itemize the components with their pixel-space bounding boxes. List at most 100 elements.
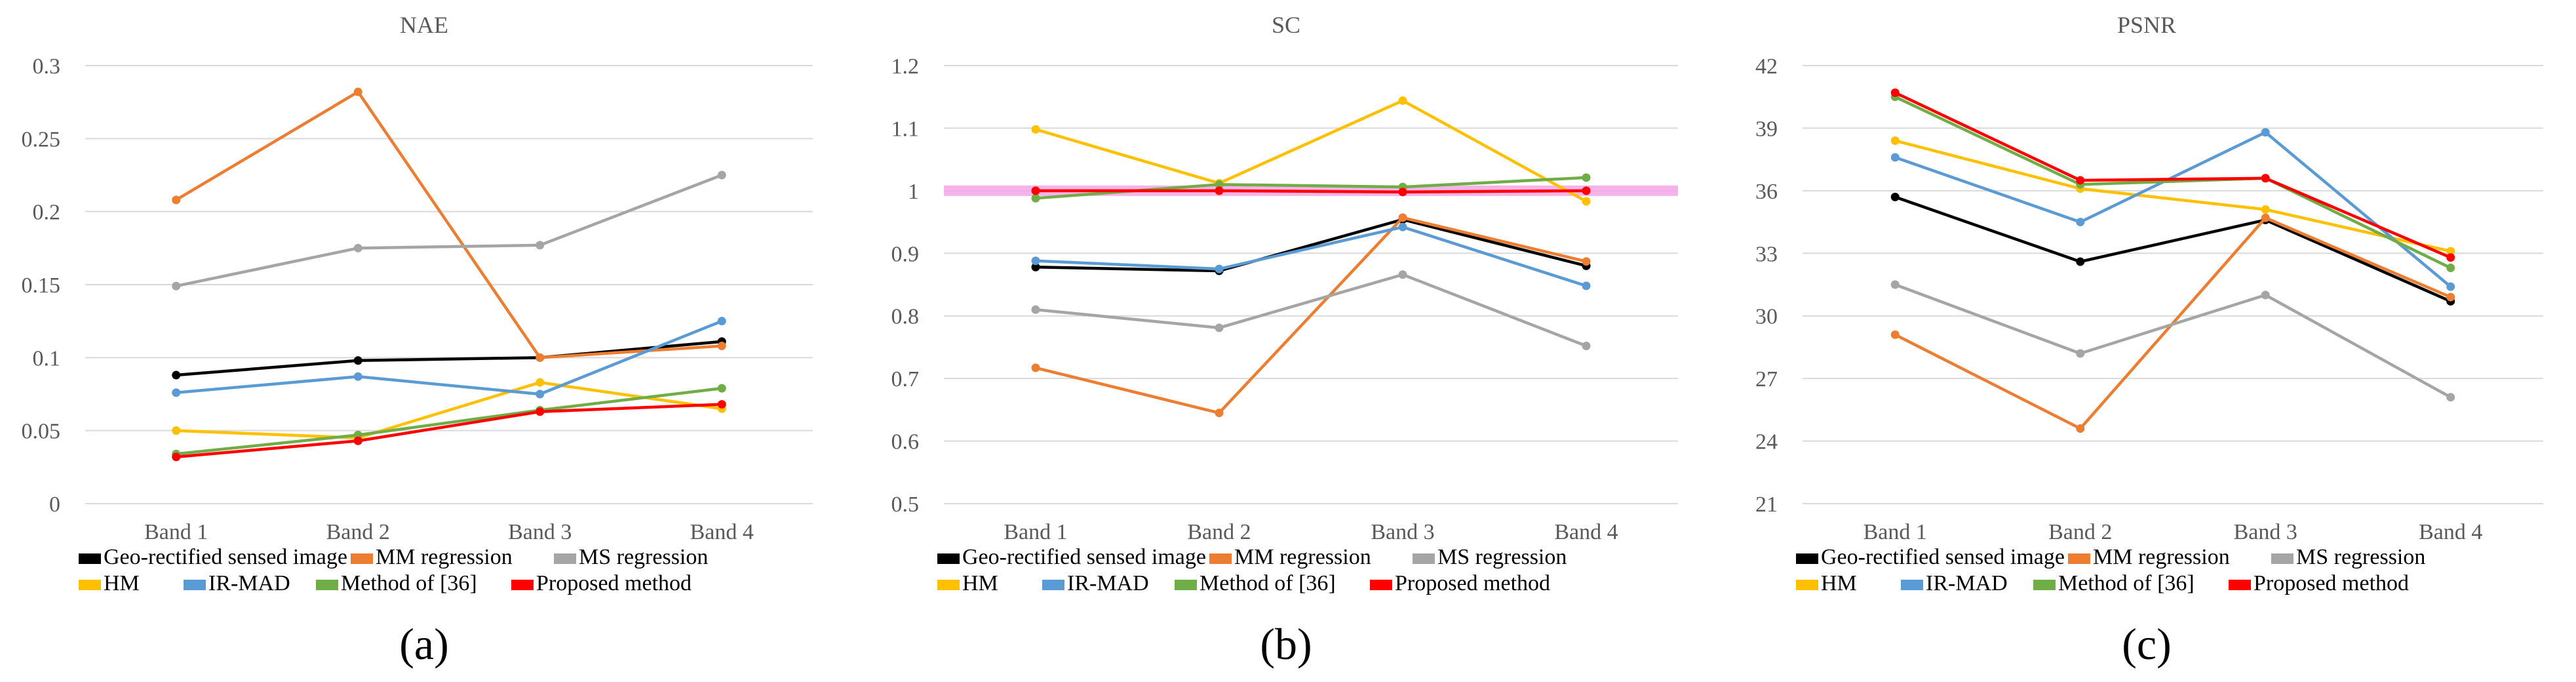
series-line-mm-regression xyxy=(175,90,722,359)
series-line-ms-regression xyxy=(1035,273,1587,348)
chart-title: SC xyxy=(1272,12,1300,38)
series-line-ms-regression xyxy=(176,173,723,288)
data-point xyxy=(1398,270,1407,279)
y-tick-label: 0.3 xyxy=(33,54,61,79)
legend-label: HM xyxy=(962,571,998,595)
y-tick-label: 0.6 xyxy=(891,430,920,454)
legend-swatch xyxy=(2229,580,2251,590)
data-point xyxy=(1582,197,1591,206)
y-tick-label: 0.2 xyxy=(33,201,61,225)
series-line-hm xyxy=(1894,139,2451,253)
series-line-method-of-36- xyxy=(1894,95,2451,270)
legend-swatch xyxy=(79,580,101,590)
data-point xyxy=(1215,409,1224,418)
legend-swatch xyxy=(79,553,101,564)
series-line-method-of-36- xyxy=(176,386,722,456)
data-point xyxy=(353,430,362,439)
series-line-mm-regression xyxy=(1035,216,1587,414)
data-point xyxy=(2446,393,2455,402)
legend-label: Proposed method xyxy=(536,571,692,595)
legend-label: MS regression xyxy=(579,545,708,569)
data-point xyxy=(2076,349,2085,358)
legend-label: Proposed method xyxy=(1395,571,1550,595)
y-tick-label: 1 xyxy=(908,180,919,204)
legend-swatch xyxy=(554,553,576,564)
x-tick-label: Band 4 xyxy=(690,520,754,544)
data-point xyxy=(353,356,362,365)
series-line-hm xyxy=(1035,99,1588,203)
data-point xyxy=(1890,280,1900,289)
legend-swatch xyxy=(316,580,338,590)
data-point xyxy=(1215,180,1224,189)
series-line-proposed-method xyxy=(1894,91,2451,259)
y-tick-label: 0.05 xyxy=(22,420,61,444)
data-point xyxy=(1031,125,1040,134)
data-point xyxy=(1890,88,1900,97)
y-tick-label: 0.7 xyxy=(891,367,920,391)
data-point xyxy=(717,342,726,351)
legend-label: Method of [36] xyxy=(2058,571,2195,595)
data-point xyxy=(2261,205,2270,214)
data-point xyxy=(1398,188,1407,197)
data-point xyxy=(1890,192,1900,201)
x-tick-label: Band 3 xyxy=(508,520,572,544)
data-point xyxy=(1031,256,1040,266)
y-tick-label: 0.5 xyxy=(891,492,920,517)
data-point xyxy=(353,87,362,96)
data-point xyxy=(353,436,362,445)
x-tick-label: Band 1 xyxy=(1004,520,1067,544)
data-point xyxy=(536,378,545,387)
data-point xyxy=(2261,291,2270,300)
x-tick-label: Band 3 xyxy=(1371,520,1434,544)
legend-swatch xyxy=(2033,580,2056,590)
series-line-geo-rectified-sensed-image xyxy=(176,340,722,377)
data-point xyxy=(353,243,362,252)
data-point xyxy=(717,170,726,180)
data-point xyxy=(1398,96,1407,105)
x-tick-label: Band 2 xyxy=(1187,520,1251,544)
legend-label: Geo-rectified sensed image xyxy=(962,545,1206,569)
y-tick-label: 0.1 xyxy=(33,346,61,371)
data-point xyxy=(1398,213,1407,222)
legend-swatch xyxy=(2271,553,2293,564)
data-point xyxy=(2261,174,2270,183)
legend-label: MM regression xyxy=(1234,545,1371,569)
legend-label: IR-MAD xyxy=(1926,571,2008,595)
y-tick-label: 21 xyxy=(1755,492,1778,517)
legend-swatch xyxy=(2068,553,2090,564)
chart-title: PSNR xyxy=(2117,12,2176,38)
data-point xyxy=(2076,176,2085,185)
data-point xyxy=(1215,186,1224,195)
data-point xyxy=(1031,363,1040,372)
x-tick-label: Band 1 xyxy=(1864,520,1927,544)
legend-swatch xyxy=(1796,580,1818,590)
data-point xyxy=(1031,262,1040,271)
data-point xyxy=(172,195,181,205)
legend-swatch xyxy=(1413,553,1435,564)
data-point xyxy=(172,388,181,397)
data-point xyxy=(2446,253,2455,262)
x-tick-label: Band 4 xyxy=(2419,520,2482,544)
legend-label: MS regression xyxy=(2296,545,2425,569)
y-tick-label: 1.1 xyxy=(891,117,920,141)
legend-swatch xyxy=(351,553,373,564)
data-point xyxy=(1582,186,1591,195)
data-point xyxy=(717,317,726,326)
data-point xyxy=(172,281,181,291)
data-point xyxy=(2076,424,2085,433)
data-point xyxy=(717,400,726,409)
legend-label: MM regression xyxy=(2093,545,2230,569)
legend-label: IR-MAD xyxy=(1067,571,1149,595)
series-line-ir-mad xyxy=(176,319,723,396)
legend-swatch xyxy=(184,580,206,590)
y-tick-label: 39 xyxy=(1755,117,1778,141)
data-point xyxy=(1582,173,1591,182)
data-point xyxy=(1215,323,1224,332)
legend-label: HM xyxy=(104,571,140,595)
y-tick-label: 36 xyxy=(1755,180,1778,204)
y-tick-label: 0 xyxy=(49,492,60,517)
chart-panel-2: SC 0.5 0.6 0.7 0.8 0.9 1 1.1 1.2 Band 1 Band 2 Band… xyxy=(891,12,1678,669)
legend-swatch xyxy=(1796,553,1818,564)
data-point xyxy=(1890,153,1900,162)
legend-swatch xyxy=(937,580,960,590)
